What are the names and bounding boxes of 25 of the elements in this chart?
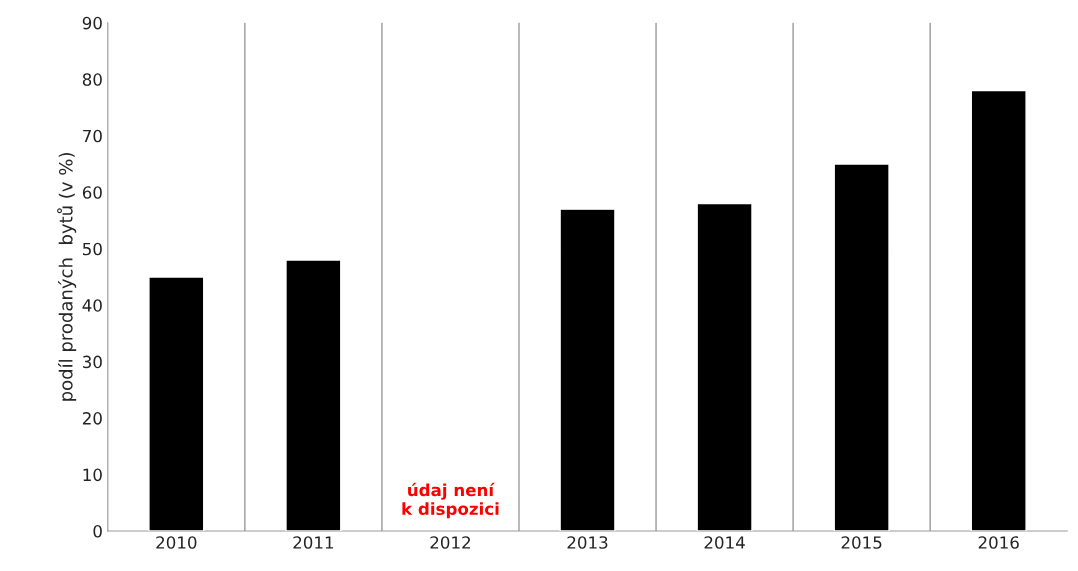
annotation: údaj není k dispozici: [402, 482, 499, 519]
bar: [285, 259, 342, 532]
y-tick-label: 60: [82, 186, 102, 199]
bar: [559, 208, 616, 532]
x-tick-label: 2010: [156, 536, 197, 549]
x-tick-label: 2012: [430, 536, 470, 549]
y-tick-label: 40: [82, 299, 102, 312]
bar: [696, 202, 753, 532]
y-tick-label: 80: [82, 73, 102, 86]
bar: [148, 276, 205, 532]
y-tick-label: 20: [82, 412, 102, 425]
bar: [970, 89, 1027, 532]
x-tick-label: 2015: [841, 536, 882, 549]
y-axis-title: podíl prodaných bytů (v %): [57, 153, 77, 401]
y-tick-label: 0: [93, 524, 102, 538]
y-tick-label: 70: [83, 129, 102, 143]
x-tick-label: 2013: [567, 536, 608, 549]
x-tick-label: 2011: [293, 536, 334, 549]
x-tick-label: 2016: [978, 536, 1019, 549]
y-tick-label: 90: [82, 16, 102, 30]
y-tick-label: 10: [83, 468, 102, 482]
y-tick-label: 30: [83, 355, 102, 369]
x-tick-label: 2014: [704, 536, 745, 549]
bar: [833, 163, 890, 532]
y-tick-label: 50: [83, 242, 102, 256]
